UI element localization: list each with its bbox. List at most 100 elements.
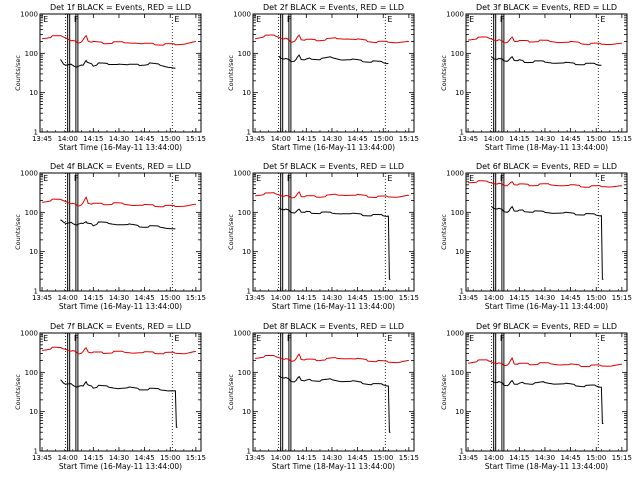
x-tick-label: 14:00 <box>271 454 291 462</box>
x-tick-label: 14:00 <box>271 294 291 302</box>
x-axis-label: Start Time (18-May-11 13:44:00) <box>272 462 395 471</box>
detector-panel-6: Det 6f BLACK = Events, RED = LLD 1 10 100 10… <box>440 162 632 311</box>
x-tick-label: 14:30 <box>535 135 555 143</box>
marker-label: E <box>174 334 179 343</box>
x-tick-label: 14:45 <box>561 454 581 462</box>
y-axis-label: Counts/sec <box>14 55 22 91</box>
plot-frame <box>39 172 202 292</box>
x-tick-label: 14:30 <box>109 454 129 462</box>
x-tick-label: 15:15 <box>399 454 419 462</box>
panel-title: Det 8f BLACK = Events, RED = LLD <box>263 322 404 331</box>
x-tick-label: 15:15 <box>612 294 632 302</box>
marker-label: E <box>600 15 605 24</box>
x-tick-label: 14:30 <box>535 454 555 462</box>
marker-label: E <box>174 174 179 183</box>
x-tick-label: 14:00 <box>484 135 504 143</box>
panel-title: Det 5f BLACK = Events, RED = LLD <box>263 162 404 171</box>
detector-panel-5: Det 5f BLACK = Events, RED = LLD 1 10 100 10… <box>227 162 419 311</box>
plot-frame <box>39 13 202 133</box>
y-tick-label: 10 <box>29 408 38 416</box>
series-lld-line <box>468 36 622 46</box>
marker-label: E <box>387 15 392 24</box>
y-tick-label: 1 <box>460 448 464 456</box>
y-tick-label: 1 <box>247 448 251 456</box>
y-tick-label: 100 <box>25 50 38 58</box>
series-lld-line <box>468 356 622 368</box>
x-tick-label: 14:45 <box>135 454 155 462</box>
marker-label: E <box>469 174 474 183</box>
x-tick-label: 14:45 <box>348 135 368 143</box>
series-events-line <box>60 219 176 230</box>
series-events-line <box>491 379 604 424</box>
y-tick-label: 10 <box>242 89 251 97</box>
marker-label: F <box>74 334 79 343</box>
plot-frame <box>465 13 628 133</box>
y-tick-label: 1000 <box>20 330 38 338</box>
x-tick-label: 14:30 <box>322 454 342 462</box>
x-axis-label: Start Time (16-May-11 13:44:00) <box>59 462 182 471</box>
y-axis-label: Counts/sec <box>440 374 448 410</box>
x-tick-label: 14:00 <box>58 135 78 143</box>
y-tick-label: 1 <box>460 129 464 137</box>
marker-label: E <box>43 174 48 183</box>
series-lld-line <box>255 34 409 44</box>
x-tick-label: 15:15 <box>399 294 419 302</box>
x-tick-label: 14:15 <box>83 454 103 462</box>
x-tick-label: 15:15 <box>612 135 632 143</box>
marker-label: F <box>500 15 505 24</box>
x-tick-label: 14:30 <box>109 294 129 302</box>
series-events-line <box>60 379 178 428</box>
marker-label: E <box>256 174 261 183</box>
y-tick-label: 1000 <box>20 11 38 19</box>
x-axis-label: Start Time (18-May-11 13:44:00) <box>485 462 608 471</box>
x-axis-label: Start Time (16-May-11 13:44:00) <box>59 302 182 311</box>
series-lld-line <box>255 353 409 364</box>
marker-label: F <box>500 334 505 343</box>
panel-title: Det 2f BLACK = Events, RED = LLD <box>263 3 404 12</box>
marker-label: F <box>287 15 292 24</box>
marker-label: E <box>43 15 48 24</box>
x-tick-label: 13:45 <box>245 294 265 302</box>
panel-title: Det 9f BLACK = Events, RED = LLD <box>476 322 617 331</box>
x-tick-label: 13:45 <box>458 454 478 462</box>
y-tick-label: 1 <box>34 129 38 137</box>
y-tick-label: 100 <box>451 50 464 58</box>
x-tick-label: 14:45 <box>348 454 368 462</box>
plot-frame <box>252 332 415 452</box>
y-tick-label: 1000 <box>446 170 464 178</box>
y-tick-label: 1 <box>34 288 38 296</box>
y-tick-label: 10 <box>455 89 464 97</box>
y-tick-label: 1000 <box>20 170 38 178</box>
y-tick-label: 10 <box>455 248 464 256</box>
x-tick-label: 14:45 <box>348 294 368 302</box>
x-tick-label: 14:45 <box>561 294 581 302</box>
x-tick-label: 14:30 <box>109 135 129 143</box>
y-tick-label: 100 <box>451 369 464 377</box>
plot-frame <box>39 332 202 452</box>
y-axis-label: Counts/sec <box>227 214 235 250</box>
detector-panel-9: Det 9f BLACK = Events, RED = LLD 1 10 100 10… <box>440 322 632 471</box>
detector-panel-3: Det 3f BLACK = Events, RED = LLD 1 10 100 10… <box>440 3 632 152</box>
marker-label: F <box>500 174 505 183</box>
x-tick-label: 13:45 <box>458 294 478 302</box>
series-events-line <box>278 54 389 65</box>
y-tick-label: 10 <box>242 248 251 256</box>
x-tick-label: 13:45 <box>32 135 52 143</box>
panel-title: Det 3f BLACK = Events, RED = LLD <box>476 3 617 12</box>
marker-label: E <box>387 334 392 343</box>
series-lld-line <box>255 191 409 199</box>
x-tick-label: 14:45 <box>135 135 155 143</box>
y-tick-label: 1000 <box>233 11 251 19</box>
panel-title: Det 4f BLACK = Events, RED = LLD <box>50 162 191 171</box>
y-tick-label: 100 <box>238 50 251 58</box>
y-tick-label: 10 <box>455 408 464 416</box>
detector-panel-8: Det 8f BLACK = Events, RED = LLD 1 10 100 10… <box>227 322 419 471</box>
x-tick-label: 13:45 <box>245 454 265 462</box>
series-events-line <box>278 375 391 433</box>
x-tick-label: 14:15 <box>83 135 103 143</box>
x-axis-label: Start Time (18-May-11 13:44:00) <box>485 143 608 152</box>
x-tick-label: 15:00 <box>160 135 180 143</box>
marker-label: E <box>600 174 605 183</box>
x-tick-label: 14:15 <box>296 454 316 462</box>
